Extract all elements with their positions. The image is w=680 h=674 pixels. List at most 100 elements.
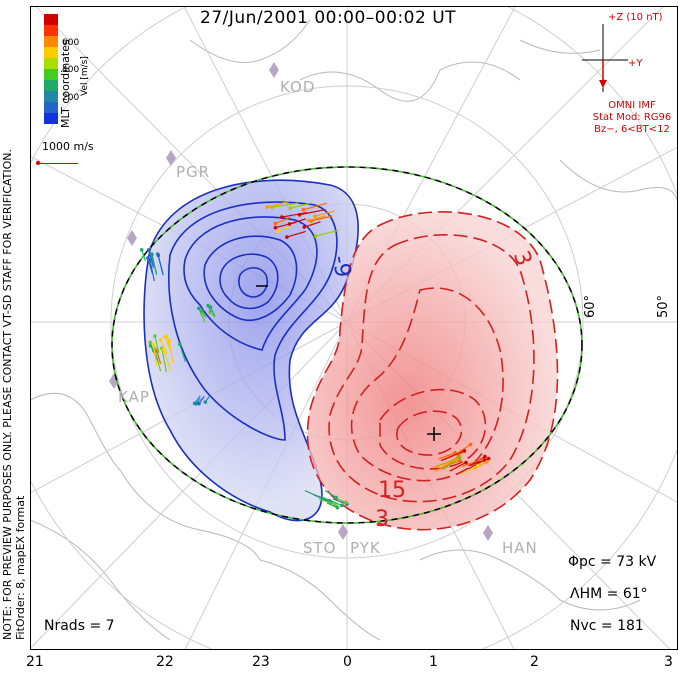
contour-label-neg9: -9 [326, 253, 356, 280]
velocity-vector [299, 208, 326, 216]
cross-polar-cap-potential: Φpc = 73 kV [568, 554, 657, 570]
positive-potential-cell [306, 211, 559, 531]
velocity-vector-origin [193, 401, 198, 406]
colorbar-step [44, 58, 58, 69]
velocity-vector [304, 221, 321, 228]
velocity-vector-origin [163, 335, 167, 339]
velocity-vector-origin [468, 442, 473, 447]
velocity-vector [156, 350, 162, 365]
velocity-vector [441, 450, 465, 462]
map-frame [30, 6, 678, 650]
colorbar-step [44, 47, 58, 58]
velocity-vector [152, 344, 158, 366]
velocity-vector [275, 216, 291, 225]
colorbar-step [44, 69, 58, 80]
heppner-maynard-boundary [111, 166, 583, 524]
velocity-vector-origin [156, 253, 161, 258]
velocity-vector [147, 257, 153, 274]
velocity-vector [473, 461, 488, 470]
velocity-vector-origin [313, 214, 317, 219]
colorbar-tick-600: 600 [62, 38, 80, 48]
colorbar-step [44, 91, 58, 102]
velocity-vector-origin [206, 303, 210, 308]
velocity-vector-origin [464, 460, 468, 465]
velocity-vector [275, 221, 297, 229]
velocity-vector [272, 202, 299, 208]
velocity-vector-origin [161, 347, 166, 352]
station-han: HAN [502, 539, 538, 557]
imf-clock-icon [582, 24, 628, 92]
velocity-vector [149, 259, 155, 282]
station-kap: KAP [118, 388, 150, 406]
velocity-vector-origin [302, 225, 307, 229]
velocity-vector-origin [344, 500, 348, 505]
coastlines [30, 19, 678, 641]
velocity-vector-origin [462, 449, 467, 453]
preview-note: NOTE: FOR PREVIEW PURPOSES ONLY. PLEASE … [1, 149, 27, 640]
station-pyk: PYK [350, 539, 381, 557]
velocity-vector-origin [306, 218, 311, 223]
station-kod: KOD [280, 78, 316, 96]
velocity-vector-origin [200, 312, 204, 316]
colorbar-tick-200: 200 [62, 93, 80, 103]
velocity-vector [314, 494, 330, 502]
imf-bin: Bz−, 6<BT<12 [594, 124, 670, 135]
colorbar-step [44, 25, 58, 36]
velocity-vector-origin [458, 458, 462, 463]
velocity-vector-origin [167, 339, 171, 343]
velocity-vectors [139, 200, 491, 510]
fit-order-line: FitOrder: 8, mapEX format [14, 495, 27, 640]
velocity-vector-origin [332, 502, 337, 507]
negative-potential-cell [143, 179, 359, 522]
contour-label-3-bottom: 3 [375, 507, 389, 532]
mlt-hour-21: 21 [26, 654, 44, 670]
velocity-vector [432, 459, 457, 469]
station-sto: STO [303, 539, 337, 557]
vector-count: Nvc = 181 [570, 618, 644, 634]
velocity-vector-origin [479, 457, 483, 462]
station-markers [109, 62, 493, 541]
colorbar-tick-400: 400 [62, 65, 80, 75]
velocity-vector-origin [273, 221, 278, 226]
colorbar-step [44, 102, 58, 113]
velocity-vector-origin [285, 235, 289, 239]
velocity-vector-origin [200, 309, 204, 313]
velocity-vector [141, 249, 147, 262]
imf-y-label: +Y [628, 58, 643, 69]
velocity-vector [164, 336, 171, 350]
velocity-vector [443, 459, 457, 470]
velocity-vector [154, 348, 162, 372]
velocity-vector [281, 212, 308, 218]
velocity-vector-origin [151, 342, 156, 347]
station-pgr: PGR [176, 163, 211, 181]
stat-model: Stat Mod: RG96 [592, 112, 672, 123]
latitude-label-50: 50° [656, 294, 671, 318]
velocity-vector-origin [177, 342, 182, 347]
velocity-vector [162, 349, 172, 371]
colorbar-step [44, 113, 58, 124]
contour-label-15: 15 [378, 478, 406, 503]
reference-vector-label: 1000 m/s [42, 140, 94, 153]
velocity-vector [326, 502, 338, 509]
velocity-vector-origin [273, 225, 278, 230]
velocity-vector [461, 459, 482, 468]
velocity-vector-origin [265, 205, 270, 209]
velocity-vector-origin [457, 456, 462, 460]
velocity-vector-origin [139, 248, 144, 252]
velocity-vector-origin [280, 215, 284, 219]
imf-info: OMNI IMF Stat Mod: RG96 Bz−, 6<BT<12 [588, 100, 676, 136]
heppner-maynard-latitude: ΛHM = 61° [570, 586, 648, 602]
velocity-vector-origin [486, 456, 491, 461]
mlt-hour-3: 3 [664, 654, 673, 670]
velocity-vector-origin [203, 400, 208, 404]
velocity-vector-origin [288, 206, 293, 210]
velocity-vector [314, 210, 335, 217]
imf-source: OMNI IMF [608, 100, 656, 111]
colorbar-step [44, 80, 58, 91]
velocity-vector [290, 202, 312, 209]
velocity-vector [168, 340, 174, 364]
velocity-vector-origin [340, 503, 344, 508]
velocity-vector-origin [476, 463, 480, 468]
velocity-vector [179, 344, 187, 363]
